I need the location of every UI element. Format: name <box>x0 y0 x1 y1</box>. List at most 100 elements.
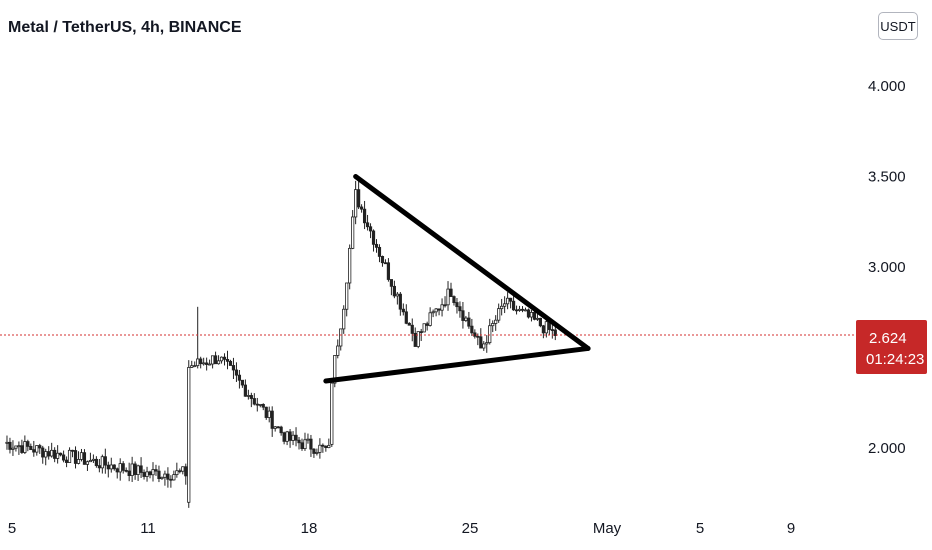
candle-body <box>103 456 107 466</box>
candle-body <box>234 369 239 376</box>
candle-body <box>297 439 301 444</box>
candle-body <box>157 470 161 480</box>
candle-body <box>26 441 30 447</box>
x-tick-label: 11 <box>140 520 156 537</box>
candle-body <box>106 464 110 470</box>
candle-body <box>148 471 152 476</box>
candle-body <box>62 454 66 461</box>
candle-body <box>118 463 122 473</box>
candle-body <box>392 285 396 297</box>
candle-body <box>520 308 525 311</box>
candle-body <box>437 308 441 311</box>
candle-body <box>434 308 438 313</box>
candle-body <box>371 230 376 245</box>
candle-body <box>312 448 316 454</box>
y-tick-label: 2.000 <box>868 440 906 457</box>
candle-body <box>184 466 188 477</box>
candle-body <box>526 309 531 318</box>
candle-body <box>285 431 289 442</box>
candle-body <box>17 445 21 448</box>
candle-body <box>29 446 33 451</box>
candle-body <box>136 465 140 475</box>
candle-body <box>181 466 185 472</box>
candle-body <box>386 262 391 280</box>
candle-body <box>503 303 507 307</box>
candle-body <box>506 297 510 305</box>
candle-body <box>315 452 319 454</box>
candle-body <box>264 406 268 418</box>
candle-body <box>428 312 432 326</box>
x-tick-label: May <box>593 520 622 537</box>
candle-body <box>494 319 498 324</box>
candle-body <box>467 317 471 327</box>
candle-body <box>309 438 313 450</box>
candle-body <box>73 450 78 464</box>
x-tick-label: 5 <box>8 520 16 537</box>
candle-body <box>240 379 244 386</box>
candle-body <box>404 311 408 324</box>
candle-body <box>121 463 125 471</box>
candle-body <box>514 309 519 312</box>
candle-body <box>97 465 101 469</box>
candle-body <box>124 469 128 472</box>
currency-button[interactable]: USDT <box>878 12 918 40</box>
candle-body <box>330 382 334 445</box>
candle-body <box>291 434 295 441</box>
candle-body <box>327 445 331 449</box>
candle-body <box>213 355 218 365</box>
candle-body <box>446 288 450 306</box>
candle-body <box>261 403 265 408</box>
candle-body <box>56 452 60 459</box>
candle-body <box>38 445 42 449</box>
candle-body <box>160 476 164 480</box>
candle-body <box>53 449 57 459</box>
candle-body <box>276 426 280 429</box>
candle-body <box>306 438 310 441</box>
candle-body <box>482 343 486 349</box>
candle-body <box>476 335 480 338</box>
candle-body <box>508 297 513 302</box>
candle-body <box>190 365 194 368</box>
candle-body <box>535 317 540 320</box>
candle-body <box>5 441 9 444</box>
candle-body <box>196 358 200 367</box>
candle-body <box>88 460 93 463</box>
candle-body <box>79 452 84 460</box>
candle-body <box>139 465 143 473</box>
candle-body <box>357 189 361 208</box>
candle-body <box>130 463 134 476</box>
candle-body <box>85 461 90 465</box>
time-axis: 5 11 18 25 May 5 9 <box>8 520 795 537</box>
candle-body <box>529 311 534 318</box>
price-axis: 4.000 3.500 3.000 2.000 <box>868 78 906 457</box>
candle-body <box>398 293 402 310</box>
candle-body <box>517 308 522 311</box>
candle-body <box>237 374 242 381</box>
candle-body <box>491 323 495 327</box>
candle-body <box>127 470 131 476</box>
candle-body <box>523 309 528 312</box>
candle-body <box>20 445 24 453</box>
candle-body <box>333 355 337 384</box>
candle-body <box>452 296 456 303</box>
candles-group <box>5 180 557 508</box>
candle-body <box>243 384 247 397</box>
candle-body <box>383 262 388 265</box>
x-tick-label: 25 <box>462 520 479 537</box>
candle-body <box>219 356 224 362</box>
candle-body <box>208 363 212 366</box>
candle-body <box>47 451 51 457</box>
candle-body <box>374 243 379 248</box>
candle-body <box>142 472 146 477</box>
candle-body <box>354 189 358 218</box>
x-tick-label: 5 <box>696 520 704 537</box>
candle-body <box>389 279 394 287</box>
candle-body <box>324 445 328 449</box>
candle-body <box>550 329 554 331</box>
candle-body <box>222 356 227 360</box>
candle-body <box>231 365 236 371</box>
candle-body <box>50 449 54 457</box>
candle-body <box>205 362 209 365</box>
chart-title: Metal / TetherUS, 4h, BINANCE <box>8 19 242 36</box>
